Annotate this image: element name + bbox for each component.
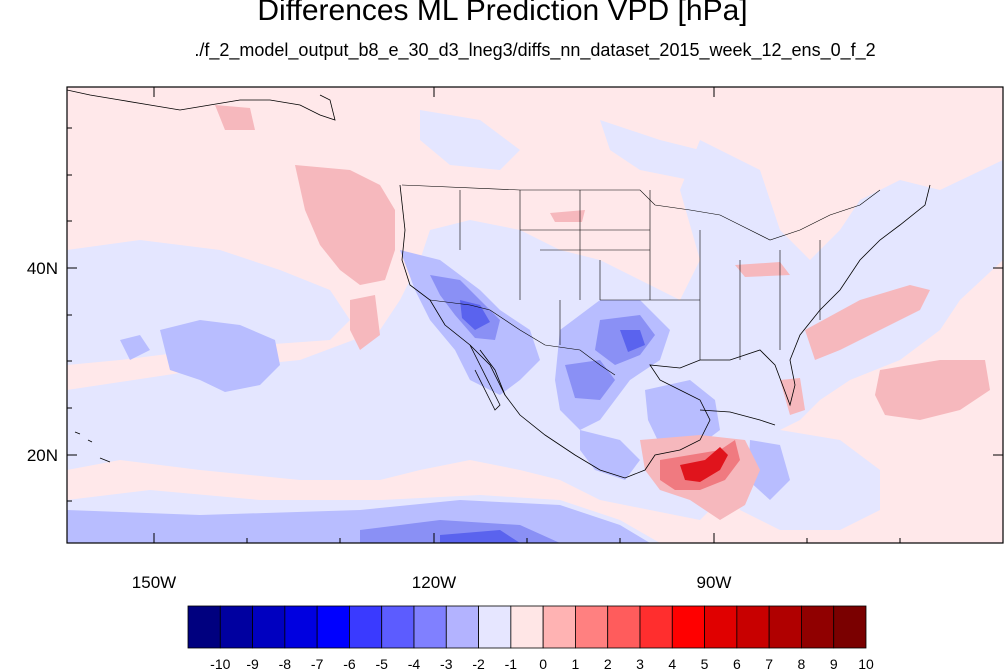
colorbar-label: 4	[668, 656, 676, 672]
colorbar-label: -5	[375, 656, 388, 672]
region-dark-blue	[620, 330, 645, 352]
colorbar-swatch	[736, 605, 770, 649]
colorbar-label: -8	[279, 656, 292, 672]
colorbar-label: 10	[858, 656, 874, 672]
map-subtitle: ./f_2_model_output_b8_e_30_d3_lneg3/diff…	[194, 40, 876, 60]
region-mid-blue	[748, 440, 790, 500]
region-deep-red	[680, 447, 728, 482]
region-light-red	[805, 285, 930, 360]
colorbar-label: -3	[440, 656, 453, 672]
region-mid-blue	[160, 320, 280, 392]
region-mid-blue	[580, 430, 640, 480]
colorbar-label: 0	[539, 656, 547, 672]
colorbar-label: -4	[408, 656, 421, 672]
colorbar-swatch	[316, 605, 350, 649]
colorbar-label: -1	[505, 656, 518, 672]
region-mid-blue	[565, 360, 615, 400]
colorbar-label: -7	[311, 656, 324, 672]
colorbar-swatch	[542, 605, 576, 649]
colorbar-swatch	[768, 605, 802, 649]
us-mexico-border	[429, 299, 616, 376]
region-light-blue	[600, 120, 700, 180]
map-title: Differences ML Prediction VPD [hPa]	[257, 0, 748, 27]
lon-label-120w: 120W	[412, 573, 456, 592]
axis-ticks	[67, 87, 1003, 543]
colorbar-swatch	[381, 605, 415, 649]
colorbar-label: 2	[604, 656, 612, 672]
region-light-red	[735, 262, 790, 277]
lat-label-40n: 40N	[27, 259, 58, 278]
region-light-red	[875, 360, 990, 420]
us-canada-border	[401, 184, 881, 241]
colorbar-label: 7	[765, 656, 773, 672]
north-america-coastline	[399, 184, 931, 479]
colorbar-label: 3	[636, 656, 644, 672]
colorbar-swatch	[252, 605, 286, 649]
political-borders	[401, 184, 881, 376]
colorbar-swatch	[445, 605, 479, 649]
colorbar-swatch	[413, 605, 447, 649]
colorbar-label: -6	[343, 656, 356, 672]
region-light-red	[295, 165, 395, 285]
baja-peninsula	[469, 344, 501, 411]
colorbar-label: -9	[246, 656, 259, 672]
mexico-coast	[479, 349, 506, 396]
colorbar-label: 9	[830, 656, 838, 672]
region-light-red	[550, 210, 585, 222]
colorbar-swatch	[187, 605, 221, 649]
colorbar-swatch	[833, 605, 867, 649]
region-dark-blue	[440, 530, 520, 543]
colorbar-label: 6	[733, 656, 741, 672]
coastlines	[67, 89, 931, 479]
colorbar-swatch	[284, 605, 318, 649]
colorbar-swatch	[639, 605, 673, 649]
region-mid-blue	[645, 380, 720, 445]
colorbar-label: 1	[572, 656, 580, 672]
colorbar-swatch	[510, 605, 544, 649]
colorbar-swatch	[671, 605, 705, 649]
region-light-blue	[67, 240, 350, 365]
region-dark-blue	[460, 300, 490, 330]
lon-label-150w: 150W	[132, 573, 176, 592]
lon-label-90w: 90W	[697, 573, 732, 592]
region-mid-blue	[120, 335, 150, 360]
region-light-red	[350, 295, 380, 350]
cuba-outline	[699, 409, 776, 426]
hawaii-islands	[74, 431, 111, 463]
colorbar-swatch	[349, 605, 383, 649]
region-light-blue	[67, 140, 1003, 520]
state-lines	[459, 190, 821, 360]
colorbar-swatch	[607, 605, 641, 649]
colorbar-label: -2	[472, 656, 485, 672]
alaska-coast	[67, 89, 336, 121]
colorbar: -10 -9 -8 -7 -6 -5 -4 -3 -2 -1 0 1 2 3 4 5 6 7 8 9 10	[187, 605, 874, 672]
colorbar-label: 8	[798, 656, 806, 672]
colorbar-label: -10	[210, 656, 230, 672]
region-light-blue	[420, 110, 520, 170]
colorbar-swatch	[219, 605, 253, 649]
colorbar-swatch	[704, 605, 738, 649]
vpd-difference-field	[67, 87, 1003, 543]
colorbar-swatch	[801, 605, 835, 649]
region-light-red	[215, 105, 255, 130]
colorbar-swatch	[478, 605, 512, 649]
lat-label-20n: 20N	[27, 446, 58, 465]
colorbar-label: 5	[701, 656, 709, 672]
colorbar-swatch	[575, 605, 609, 649]
